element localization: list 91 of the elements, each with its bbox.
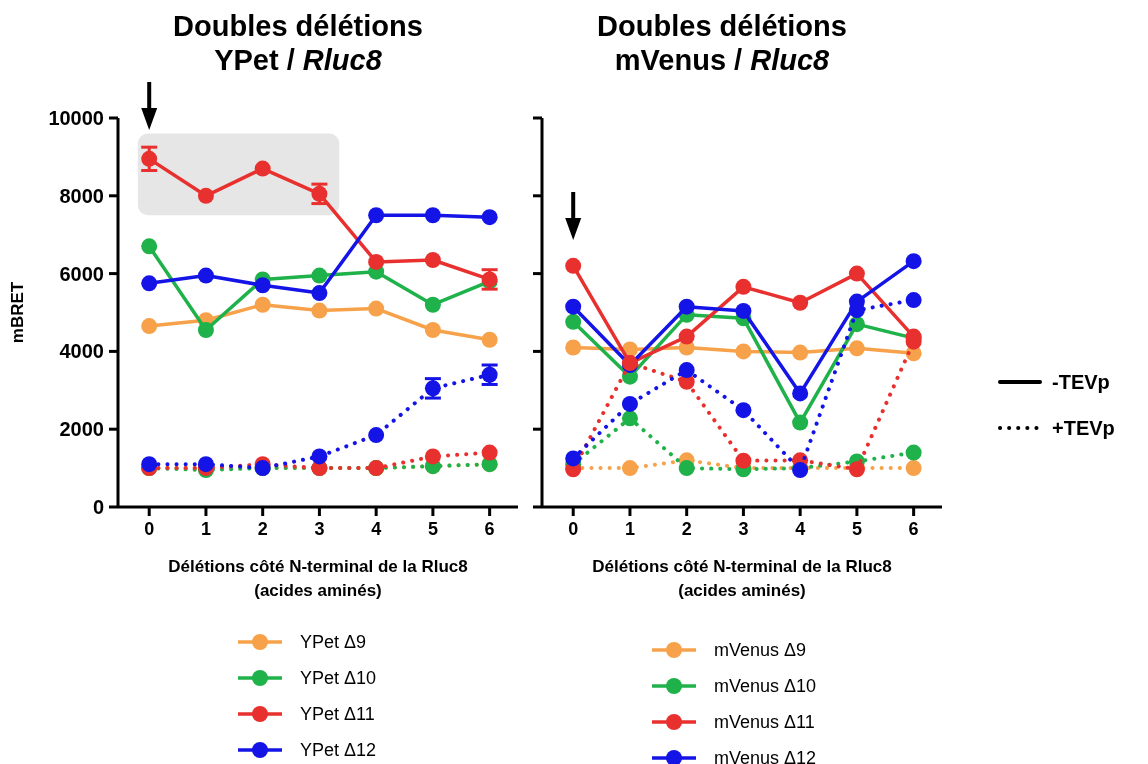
y-tick-label: 4000: [59, 340, 104, 363]
legend-label: mVenus Δ9: [714, 640, 807, 661]
point: [424, 207, 441, 224]
y-tick-label: 10000: [48, 107, 104, 129]
point: [905, 460, 922, 477]
y-tick-label: 2000: [59, 418, 104, 441]
x-axis-title: Délétions côté N-terminal de la Rluc8 (acides aminés): [592, 557, 892, 600]
point: [311, 302, 328, 319]
point: [368, 253, 385, 270]
x-tick-label: 0: [568, 519, 579, 539]
point: [481, 209, 498, 226]
point: [735, 452, 752, 469]
point: [424, 322, 441, 339]
point: [621, 410, 638, 427]
x-axis-title: Délétions côté N-terminal de la Rluc8 (acides aminés): [168, 557, 468, 600]
point: [848, 265, 865, 282]
point: [311, 185, 328, 202]
x-tick-label: 3: [738, 519, 749, 539]
x-tick-label: 2: [681, 519, 692, 539]
point: [678, 460, 695, 477]
point: [481, 331, 498, 348]
point: [565, 450, 582, 467]
point: [905, 253, 922, 270]
point: [735, 402, 752, 419]
x-tick-label: 3: [314, 519, 325, 539]
point: [254, 277, 271, 294]
point: [368, 300, 385, 317]
point: [735, 302, 752, 319]
point: [311, 285, 328, 302]
point: [565, 339, 582, 356]
point: [197, 456, 214, 473]
point: [368, 207, 385, 224]
point: [311, 448, 328, 465]
point: [735, 343, 752, 360]
point: [481, 444, 498, 461]
point: [141, 456, 158, 473]
point: [141, 275, 158, 292]
point: [678, 298, 695, 315]
point: [678, 362, 695, 379]
point: [678, 328, 695, 345]
legend-label: YPet Δ11: [300, 704, 375, 725]
point: [311, 267, 328, 284]
x-tick-label: 1: [624, 519, 635, 539]
x-tick-label: 4: [371, 519, 382, 539]
chart-title: Doubles délétions mVenus / Rluc8: [597, 10, 847, 76]
y-axis-title: mBRET: [8, 281, 27, 344]
point: [621, 395, 638, 412]
text: +TEVp: [1052, 417, 1115, 439]
point: [792, 414, 809, 431]
point: [254, 160, 271, 177]
point: [848, 340, 865, 357]
point: [565, 313, 582, 330]
text: -TEVp: [1052, 371, 1110, 393]
x-tick-label: 1: [200, 519, 211, 539]
y-tick-label: 6000: [59, 262, 104, 285]
point: [197, 322, 214, 339]
legend-label: YPet Δ10: [300, 668, 377, 689]
chart-title: Doubles délétions YPet / Rluc8: [173, 10, 423, 76]
y-tick-label: 8000: [59, 184, 104, 207]
point: [141, 238, 158, 255]
x-tick-label: 2: [257, 519, 268, 539]
x-tick-label: 4: [795, 519, 806, 539]
point: [735, 278, 752, 295]
point: [141, 150, 158, 167]
point: [197, 267, 214, 284]
point: [621, 460, 638, 477]
x-tick-label: 5: [427, 519, 438, 539]
x-tick-label: 0: [144, 519, 155, 539]
legend-label: YPet Δ9: [300, 632, 367, 653]
x-tick-label: 6: [484, 519, 495, 539]
point: [197, 187, 214, 204]
point: [792, 385, 809, 402]
point: [424, 448, 441, 465]
point: [905, 444, 922, 461]
legend-label: mVenus Δ10: [714, 676, 817, 697]
point: [368, 427, 385, 444]
point: [905, 292, 922, 309]
point: [565, 257, 582, 274]
point: [792, 344, 809, 361]
point: [424, 296, 441, 313]
legend-label: mVenus Δ11: [714, 712, 815, 733]
legend-label: YPet Δ12: [300, 740, 377, 761]
point: [141, 318, 158, 335]
point: [424, 251, 441, 268]
point: [565, 298, 582, 315]
legend-label: mVenus Δ12: [714, 748, 817, 764]
y-tick-label: 0: [92, 496, 104, 518]
point: [792, 294, 809, 311]
x-tick-label: 5: [851, 519, 862, 539]
point: [254, 296, 271, 313]
x-tick-label: 6: [908, 519, 919, 539]
